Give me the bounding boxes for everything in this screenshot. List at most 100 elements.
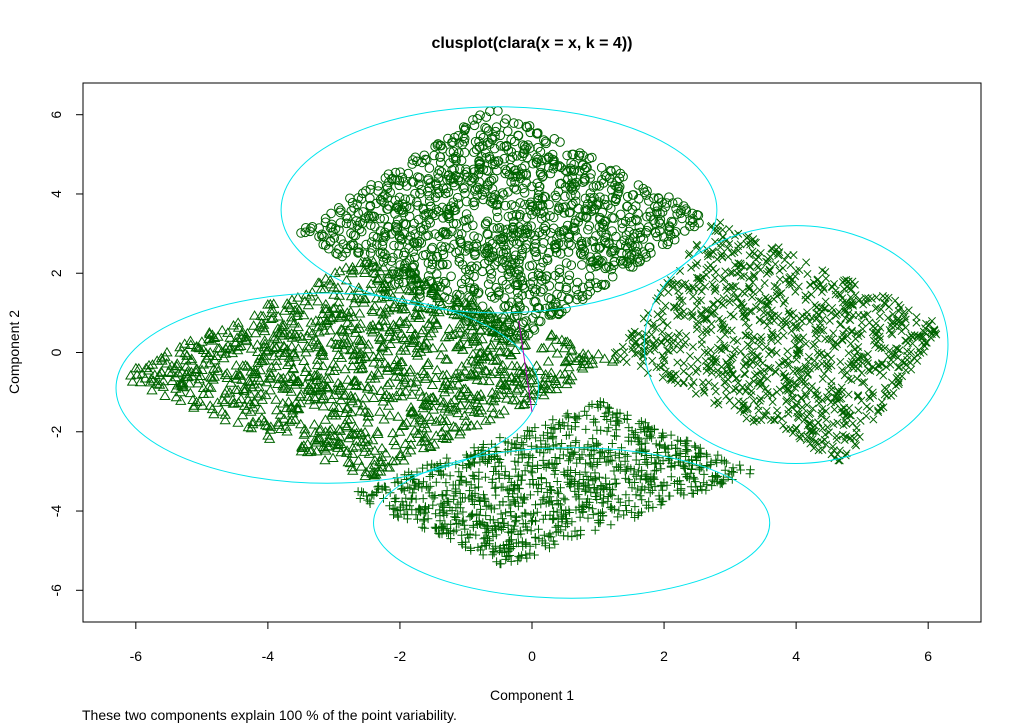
data-point-cross bbox=[733, 293, 742, 302]
data-point-plus bbox=[589, 454, 599, 463]
data-point-cross bbox=[838, 298, 847, 307]
data-point-triangle bbox=[211, 362, 224, 372]
data-point-plus bbox=[583, 513, 593, 523]
data-point-triangle bbox=[126, 376, 139, 386]
data-point-triangle bbox=[236, 326, 249, 336]
data-point-circle bbox=[503, 301, 514, 311]
data-point-plus bbox=[681, 452, 690, 461]
data-point-plus bbox=[458, 461, 468, 470]
data-point-cross bbox=[774, 251, 783, 260]
x-axis-label: Component 1 bbox=[490, 687, 574, 703]
data-point-plus bbox=[623, 462, 633, 472]
data-point-triangle bbox=[373, 331, 386, 342]
data-point-circle bbox=[566, 240, 576, 251]
data-point-plus bbox=[707, 481, 716, 490]
data-point-plus bbox=[365, 497, 375, 507]
data-point-triangle bbox=[321, 315, 334, 326]
data-point-plus bbox=[548, 415, 558, 424]
data-point-cross bbox=[713, 396, 722, 405]
data-point-circle bbox=[484, 176, 495, 187]
data-point-circle bbox=[673, 197, 683, 208]
data-point-plus bbox=[549, 507, 558, 516]
data-point-triangle bbox=[332, 282, 344, 292]
data-point-triangle bbox=[456, 361, 468, 371]
data-point-cross bbox=[847, 326, 856, 335]
data-point-circle bbox=[511, 231, 521, 241]
data-point-circle bbox=[638, 247, 648, 257]
data-point-cross bbox=[791, 341, 800, 350]
data-point-cross bbox=[791, 400, 800, 409]
data-point-triangle bbox=[219, 409, 231, 419]
data-point-cross bbox=[687, 263, 696, 272]
data-point-triangle bbox=[259, 335, 271, 345]
data-point-circle bbox=[535, 287, 546, 297]
data-point-cross bbox=[746, 237, 755, 246]
data-point-triangle bbox=[216, 394, 228, 405]
data-point-circle bbox=[598, 222, 609, 233]
data-point-circle bbox=[492, 223, 503, 234]
data-point-triangle bbox=[505, 335, 517, 346]
data-point-circle bbox=[688, 214, 698, 224]
data-point-triangle bbox=[310, 315, 322, 325]
data-point-triangle bbox=[344, 344, 357, 355]
data-point-circle bbox=[519, 144, 530, 155]
data-point-plus bbox=[404, 467, 413, 477]
data-point-triangle bbox=[347, 428, 359, 438]
data-point-triangle bbox=[311, 369, 323, 379]
data-point-triangle bbox=[207, 374, 219, 384]
data-point-triangle bbox=[229, 384, 242, 394]
data-point-triangle bbox=[466, 355, 478, 365]
data-point-plus bbox=[729, 468, 738, 477]
data-point-plus bbox=[480, 495, 490, 505]
data-point-cross bbox=[747, 292, 757, 301]
data-point-circle bbox=[594, 255, 604, 265]
data-point-triangle bbox=[341, 420, 353, 430]
data-point-triangle bbox=[190, 364, 202, 374]
data-point-circle bbox=[358, 207, 368, 217]
data-point-triangle bbox=[519, 339, 532, 349]
data-point-triangle bbox=[295, 445, 307, 456]
data-point-plus bbox=[563, 409, 572, 419]
data-point-plus bbox=[621, 490, 631, 500]
data-point-cross bbox=[802, 312, 811, 321]
data-point-circle bbox=[475, 130, 486, 141]
data-point-triangle bbox=[376, 456, 388, 467]
data-point-triangle bbox=[203, 350, 215, 360]
data-point-circle bbox=[527, 283, 538, 294]
data-point-triangle bbox=[326, 423, 338, 433]
data-point-circle bbox=[412, 238, 423, 248]
data-point-plus bbox=[602, 426, 612, 436]
data-point-circle bbox=[511, 165, 521, 175]
data-point-cross bbox=[658, 307, 667, 316]
data-point-triangle bbox=[374, 306, 387, 316]
data-point-triangle bbox=[375, 333, 388, 343]
data-point-plus bbox=[470, 500, 479, 509]
data-point-plus bbox=[483, 534, 492, 544]
data-point-circle bbox=[390, 222, 401, 232]
data-point-plus bbox=[570, 448, 579, 457]
data-point-circle bbox=[615, 256, 626, 266]
data-point-plus bbox=[528, 453, 537, 462]
data-point-cross bbox=[872, 330, 881, 339]
data-point-circle bbox=[564, 294, 574, 304]
data-point-triangle bbox=[443, 323, 456, 333]
data-point-cross bbox=[679, 340, 688, 349]
data-point-cross bbox=[770, 282, 779, 291]
data-point-triangle bbox=[319, 454, 331, 465]
data-point-circle bbox=[600, 238, 611, 248]
data-point-plus bbox=[442, 528, 451, 537]
data-point-triangle bbox=[409, 408, 421, 419]
data-point-triangle bbox=[498, 405, 510, 415]
data-point-plus bbox=[617, 443, 626, 453]
data-point-triangle bbox=[545, 367, 557, 377]
data-point-cross bbox=[817, 349, 826, 358]
data-point-triangle bbox=[462, 386, 474, 396]
data-point-plus bbox=[454, 519, 464, 529]
data-point-plus bbox=[550, 540, 560, 549]
data-point-cross bbox=[801, 389, 810, 398]
data-point-circle bbox=[506, 147, 517, 157]
data-point-triangle bbox=[354, 293, 366, 304]
data-point-cross bbox=[757, 336, 766, 345]
data-point-triangle bbox=[334, 380, 347, 390]
data-point-circle bbox=[341, 218, 352, 229]
